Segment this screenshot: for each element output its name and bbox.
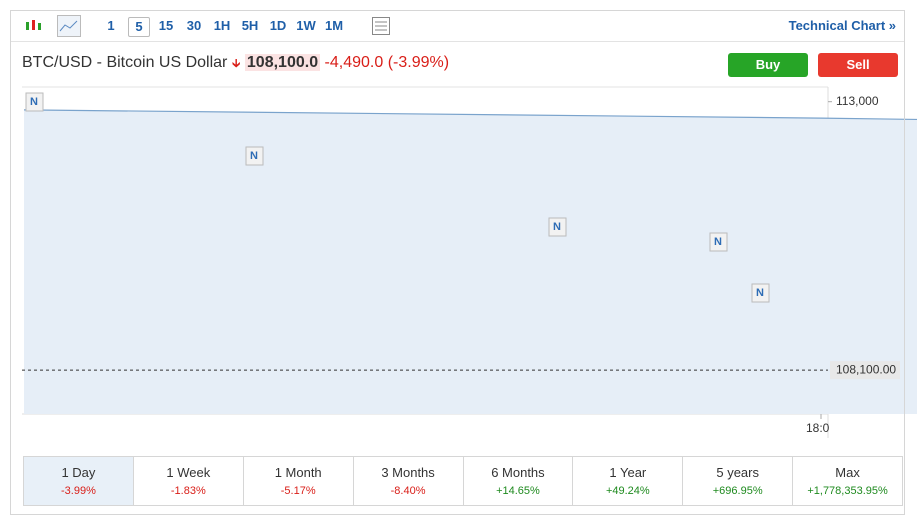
interval-button[interactable]: 30 [186,18,202,33]
area [24,109,917,414]
interval-button[interactable]: 15 [158,18,174,33]
period-cell[interactable]: 1 Day -3.99% [24,457,133,505]
instrument-header: BTC/USD - Bitcoin US Dollar 🡳 108,100.0 … [22,54,449,75]
period-change: +14.65% [496,485,540,497]
widget: 1 5 15 30 1H 5H 1D 1W 1M Technical Chart » BTC/U… [10,10,905,515]
sell-button[interactable]: Sell [818,53,898,77]
last-price-label: 108,100.00 [836,362,896,376]
interval-button[interactable]: 5H [241,18,259,33]
period-cell[interactable]: 6 Months +14.65% [462,457,573,505]
area-icon[interactable] [57,15,81,37]
change-pct: (-3.99%) [387,54,450,71]
last-price-box [830,361,900,380]
period-change: +49.24% [605,485,650,497]
period-cell[interactable]: 1 Year +49.24% [572,457,682,505]
instrument-name: BTC/USD - Bitcoin US Dollar [22,54,228,71]
technical-chart-link[interactable]: Technical Chart » [788,18,896,33]
interval-button[interactable]: 1H [213,18,231,33]
change: -4,490.0 [324,54,384,71]
y-tick-label: 113,000 [836,94,879,108]
news-marker-label: N [553,221,561,233]
down-arrow: 🡳 [231,56,241,70]
interval-button[interactable]: 1M [324,18,344,33]
buy-button[interactable]: Buy [728,53,808,77]
period-name: Max [835,465,860,480]
period-name: 1 Month [274,465,322,480]
period-change: -1.83% [170,485,206,497]
news-marker-label: N [30,96,38,108]
news-marker[interactable] [709,232,728,252]
period-name: 5 years [716,465,759,480]
period-cell[interactable]: 1 Week -1.83% [132,457,243,505]
news-marker-label: N [714,236,722,248]
interval-button[interactable]: 1D [269,18,287,33]
period-name: 1 Week [166,465,211,480]
period-name: 1 Year [609,465,647,480]
interval-button[interactable]: 1 [107,18,115,33]
toolbar: 1 5 15 30 1H 5H 1D 1W 1M Technical Chart » [11,11,904,42]
period-cell[interactable]: 3 Months -8.40% [352,457,463,505]
news-marker[interactable] [548,217,567,237]
period-change: -8.40% [390,485,426,497]
news-marker[interactable] [25,92,44,112]
interval-button[interactable]: 1W [296,18,316,33]
candle-icon[interactable] [23,17,43,35]
period-change: -5.17% [280,485,316,497]
period-change: +696.95% [712,485,763,497]
news-marker-label: N [250,150,258,162]
period-cell[interactable]: Max +1,778,353.95% [792,457,902,505]
x-tick-label: 18:00 [806,421,836,435]
period-cell[interactable]: 5 years +696.95% [682,457,792,505]
news-marker[interactable] [245,146,264,166]
period-change: +1,778,353.95% [807,485,888,497]
news-marker[interactable] [751,283,770,303]
interval-button[interactable]: 5 [128,17,150,37]
news-marker-label: N [756,287,764,299]
period-name: 6 Months [491,465,545,480]
period-table: 1 Day -3.99% 1 Week -1.83% 1 Month -5.17% 3 Mo… [23,456,903,506]
table-icon[interactable] [371,16,391,36]
period-change: -3.99% [61,485,96,497]
period-name: 1 Day [61,465,96,480]
period-cell[interactable]: 1 Month -5.17% [242,457,353,505]
period-name: 3 Months [381,465,435,480]
price: 108,100.0 [244,54,321,71]
